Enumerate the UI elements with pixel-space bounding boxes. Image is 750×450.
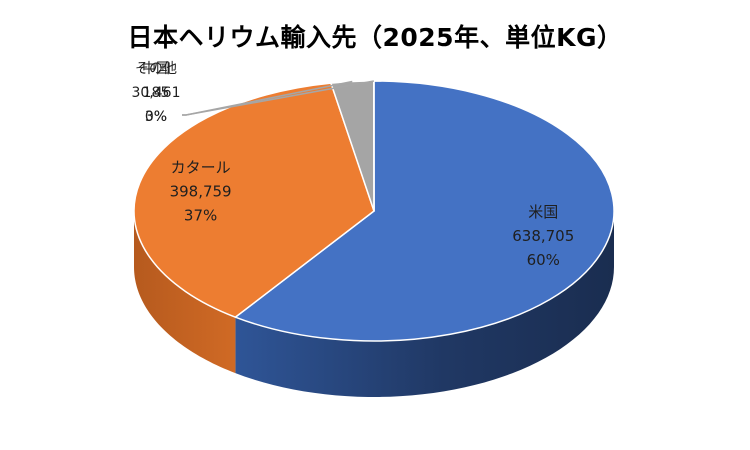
leader-line-3	[182, 80, 375, 116]
pie-side-1	[134, 211, 236, 374]
label-value-0: 638,705	[512, 227, 574, 245]
data-label-1: カタール 398,759 37%	[170, 158, 232, 224]
label-value-3: 185	[143, 85, 170, 101]
leader-lines	[182, 80, 375, 116]
pie-slice-0	[234, 80, 615, 342]
pie-side-0	[235, 211, 614, 397]
label-percent-3: 0%	[145, 109, 167, 125]
label-percent-2: 3%	[145, 109, 167, 125]
data-label-2: 中国 30,461 3%	[132, 61, 181, 125]
label-category-3: その他	[135, 61, 177, 77]
label-percent-1: 37%	[184, 206, 217, 224]
label-percent-0: 60%	[527, 251, 560, 269]
pie-sides	[134, 211, 614, 397]
label-category-0: 米国	[528, 203, 558, 221]
label-category-1: カタール	[171, 158, 231, 176]
label-value-1: 398,759	[170, 182, 232, 200]
pie-slice-1	[133, 82, 375, 318]
label-value-2: 30,461	[132, 85, 181, 101]
label-category-2: 中国	[142, 61, 170, 77]
chart-title: 日本ヘリウム輸入先（2025年、単位KG）	[127, 23, 623, 52]
data-labels: 米国 638,705 60% カタール 398,759 37% 中国 30,461 3% その他 1…	[132, 61, 575, 269]
data-label-3: その他 185 0%	[135, 61, 177, 125]
data-label-0: 米国 638,705 60%	[512, 203, 574, 269]
